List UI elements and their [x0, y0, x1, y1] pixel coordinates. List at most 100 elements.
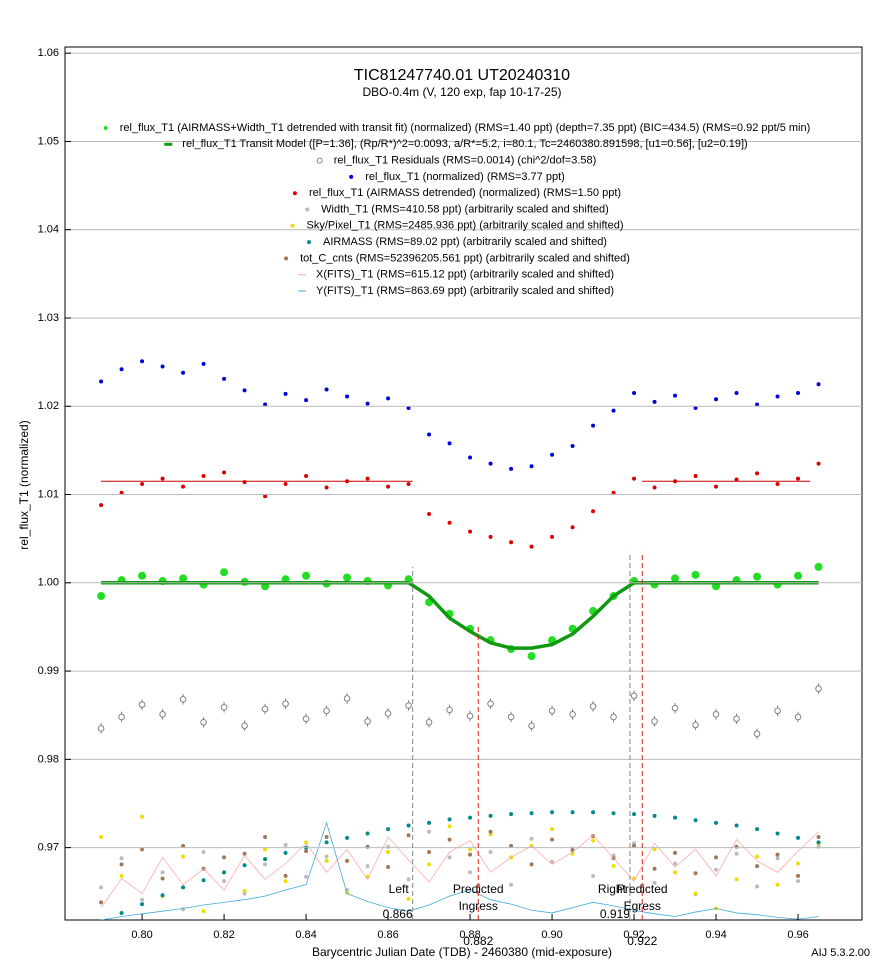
data-point	[201, 850, 206, 855]
data-point	[775, 481, 780, 486]
data-point	[283, 879, 288, 884]
residual-point	[610, 713, 617, 721]
residual-point	[159, 711, 166, 718]
series-line	[101, 821, 819, 920]
y-axis-label: rel_flux_T1 (normalized)	[17, 420, 31, 549]
data-point	[468, 455, 473, 460]
residual-point	[651, 718, 658, 725]
data-point	[468, 815, 473, 820]
data-point	[406, 896, 411, 901]
data-point	[324, 854, 329, 859]
data-point	[242, 388, 247, 393]
data-point	[468, 870, 473, 875]
data-point	[714, 484, 719, 489]
marker-label: Left	[389, 882, 410, 896]
data-point	[734, 877, 739, 882]
data-point	[181, 854, 186, 859]
x-tick-label: 0.96	[787, 929, 808, 941]
data-point	[386, 827, 391, 832]
data-point	[283, 873, 288, 878]
data-point	[201, 909, 206, 914]
data-point	[816, 840, 821, 845]
data-point	[242, 888, 247, 893]
data-point	[263, 494, 268, 499]
data-point	[488, 850, 493, 855]
data-point	[796, 391, 801, 396]
data-point	[263, 402, 268, 407]
data-point	[324, 387, 329, 392]
data-point	[99, 503, 104, 508]
data-point	[652, 399, 657, 404]
data-point	[652, 880, 657, 885]
data-point	[242, 480, 247, 485]
data-point	[796, 861, 801, 866]
marker-label: Ingress	[459, 899, 498, 913]
data-point	[365, 401, 370, 406]
data-point	[283, 850, 288, 855]
marker-value: 0.919	[600, 907, 630, 921]
legend-swatch	[307, 240, 312, 245]
y-tick-label: 0.97	[38, 842, 59, 854]
data-point	[632, 476, 637, 481]
data-point	[140, 359, 145, 364]
data-point	[283, 842, 288, 847]
legend-entry: X(FITS)_T1 (RMS=615.12 ppt) (arbitrarily…	[316, 269, 614, 281]
data-point	[468, 847, 473, 852]
residual-point	[282, 700, 289, 708]
data-point	[386, 484, 391, 489]
data-point	[222, 855, 227, 860]
residual-point	[220, 703, 228, 711]
data-point	[222, 879, 227, 884]
data-point	[324, 835, 329, 840]
data-point	[775, 852, 780, 857]
data-point	[527, 652, 536, 661]
y-tick-label: 1.05	[38, 135, 59, 147]
data-point	[755, 471, 760, 476]
residual-point	[343, 695, 351, 702]
legend-entry: tot_C_cnts (RMS=52396205.561 ppt) (arbit…	[300, 252, 630, 264]
data-point	[693, 473, 698, 478]
data-point	[734, 851, 739, 856]
legend-swatch	[290, 223, 295, 228]
legend-entry: rel_flux_T1 (AIRMASS detrended) (normali…	[309, 187, 621, 199]
data-point	[181, 484, 186, 489]
data-point	[427, 820, 432, 825]
data-point	[693, 818, 698, 823]
data-point	[652, 485, 657, 490]
data-point	[632, 391, 637, 396]
data-point	[529, 862, 534, 867]
data-point	[201, 878, 206, 883]
data-point	[386, 850, 391, 855]
data-point	[550, 452, 555, 457]
data-point	[447, 837, 452, 842]
data-point	[816, 835, 821, 840]
data-point	[591, 423, 596, 428]
data-point	[119, 367, 124, 372]
data-point	[775, 856, 780, 861]
data-point	[488, 534, 493, 539]
data-point	[714, 820, 719, 825]
legend-swatch	[305, 207, 310, 212]
residual-point	[733, 715, 740, 723]
residual-point	[528, 722, 535, 730]
data-point	[796, 879, 801, 884]
data-point	[570, 810, 575, 815]
data-point	[447, 824, 452, 829]
data-point	[386, 844, 391, 849]
data-point	[324, 840, 329, 845]
footer: AIJ 5.3.2.00	[811, 947, 870, 959]
data-point	[447, 520, 452, 525]
data-point	[406, 833, 411, 838]
data-point	[570, 525, 575, 530]
data-point	[775, 882, 780, 887]
legend-entry: Y(FITS)_T1 (RMS=863.69 ppt) (arbitrarily…	[316, 285, 614, 297]
data-point	[714, 397, 719, 402]
residual-point	[118, 713, 125, 721]
data-point	[632, 812, 637, 817]
data-point	[140, 814, 145, 819]
data-point	[550, 534, 555, 539]
legend-entry: rel_flux_T1 (normalized) (RMS=3.77 ppt)	[365, 171, 565, 183]
data-point	[345, 394, 350, 399]
data-point	[447, 817, 452, 822]
data-point	[242, 851, 247, 856]
